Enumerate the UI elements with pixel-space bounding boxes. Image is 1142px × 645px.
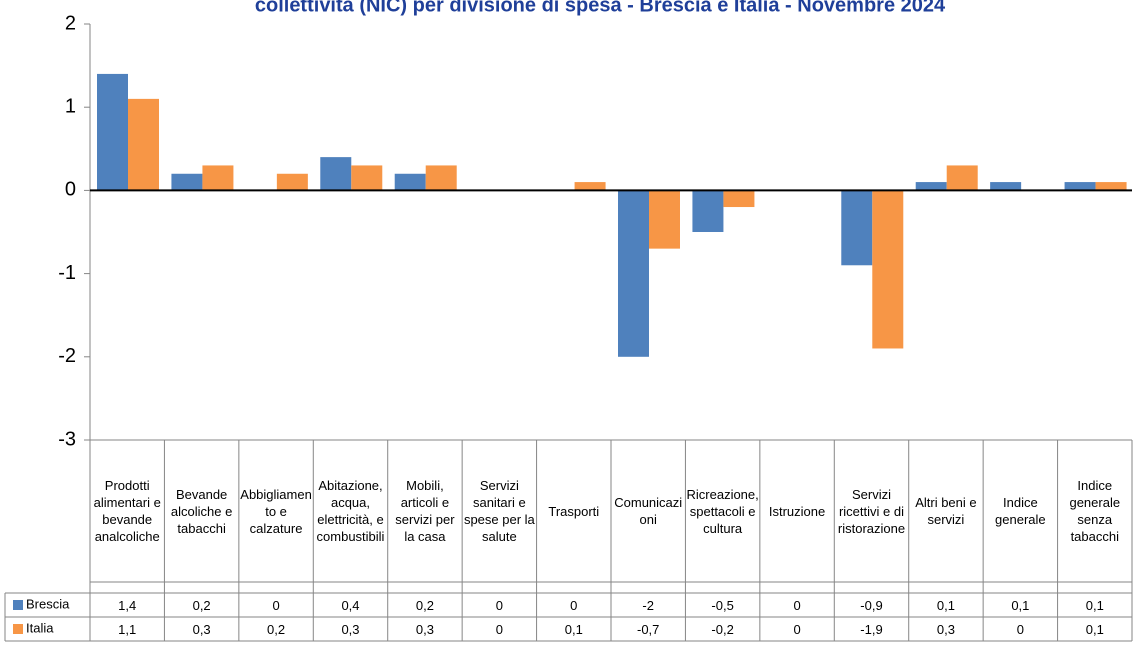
category-label: Abbigliamento e calzature (240, 486, 312, 536)
y-tick-label: 1 (65, 95, 76, 117)
category-label: Servizi ricettivi e di ristorazione (837, 486, 906, 536)
value-label: 0,1 (564, 621, 583, 637)
value-label: 0,1 (1085, 597, 1104, 613)
value-label: 0,1 (1011, 597, 1030, 613)
category-label: Mobili, articoli e servizi per la casa (395, 478, 455, 544)
value-label: 0 (793, 597, 801, 613)
category-label: Comunicazioni (614, 495, 683, 527)
value-label: 0 (495, 597, 503, 613)
value-label: 0,3 (415, 621, 434, 637)
bar (723, 190, 755, 208)
bar (171, 173, 203, 191)
category-label: Servizi sanitari e spese per la salute (463, 478, 535, 544)
bar (946, 165, 978, 191)
value-label: -0,2 (711, 621, 734, 637)
value-label: 0,3 (936, 621, 955, 637)
value-label: 0,2 (192, 597, 211, 613)
category-label: Istruzione (768, 503, 826, 519)
bar (128, 98, 159, 191)
value-label: 0 (495, 621, 503, 637)
bar (872, 190, 904, 349)
category-label: Indice generale (995, 495, 1046, 527)
category-label: Ricreazione, spettacoli e cultura (686, 486, 759, 536)
bar (649, 190, 680, 249)
category-label: Abitazione, acqua, elettricità, e combus… (316, 478, 385, 544)
value-label: 0,3 (192, 621, 211, 637)
value-label: 0 (793, 621, 801, 637)
legend-swatch (13, 624, 23, 634)
bar (1095, 182, 1127, 191)
bar (351, 165, 383, 191)
bar (276, 173, 308, 191)
value-label: -0,9 (860, 597, 883, 613)
value-label: 1,1 (118, 621, 137, 637)
value-label: -0,7 (637, 621, 660, 637)
value-label: 0,4 (341, 597, 360, 613)
bar (1064, 182, 1096, 191)
value-label: 0,3 (341, 621, 360, 637)
bar (915, 182, 947, 191)
category-label: Trasporti (548, 503, 600, 519)
value-label: 0 (272, 597, 280, 613)
value-label: 0,2 (267, 621, 286, 637)
bar (394, 173, 426, 191)
y-tick-label: 0 (65, 179, 76, 201)
legend-label: Brescia (26, 596, 70, 611)
bar (990, 182, 1022, 191)
category-label: Bevande alcoliche e tabacchi (170, 486, 233, 536)
bar (618, 190, 649, 357)
bar (97, 73, 128, 191)
bar (202, 165, 234, 191)
value-label: 0,1 (936, 597, 955, 613)
y-tick-label: -1 (58, 262, 76, 284)
value-label: 0,2 (415, 597, 434, 613)
category-label: Indice generale senza tabacchi (1069, 478, 1121, 544)
chart-title: collettività (NIC) per divisione di spes… (255, 0, 946, 16)
category-label: Prodotti alimentari e bevande analcolich… (93, 478, 161, 544)
value-label: 0,1 (1085, 621, 1104, 637)
value-label: -0,5 (711, 597, 734, 613)
bar (320, 157, 352, 191)
bar (425, 165, 457, 191)
value-label: 0 (570, 597, 578, 613)
category-label: Altri beni e servizi (915, 495, 977, 527)
legend-label: Italia (26, 620, 54, 635)
y-tick-label: -2 (58, 345, 76, 367)
value-label: -2 (642, 597, 654, 613)
y-tick-label: 2 (65, 12, 76, 34)
legend-swatch (13, 600, 23, 610)
bar (574, 182, 606, 191)
value-label: -1,9 (860, 621, 883, 637)
y-tick-label: -3 (58, 428, 76, 450)
bar (692, 190, 724, 232)
value-label: 0 (1016, 621, 1024, 637)
value-label: 1,4 (118, 597, 137, 613)
bar (841, 190, 873, 266)
